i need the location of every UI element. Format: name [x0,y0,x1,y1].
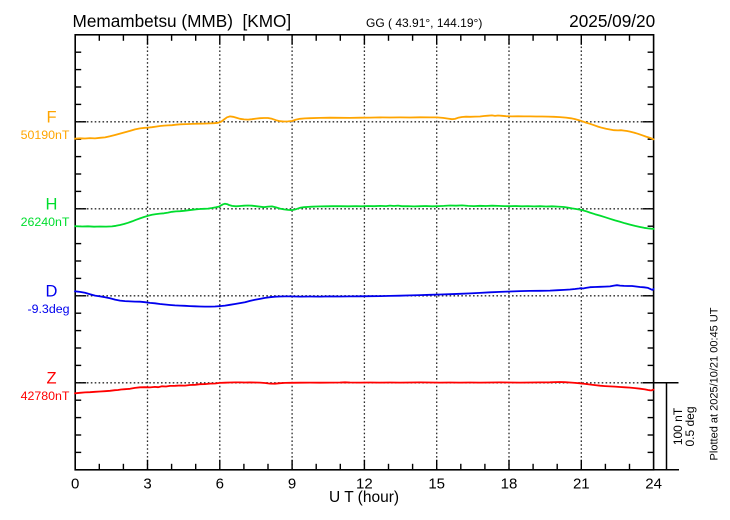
svg-text:24: 24 [645,476,662,493]
svg-text:15: 15 [428,476,445,493]
svg-text:Memambetsu (MMB) [KMO]: Memambetsu (MMB) [KMO] [73,11,292,31]
svg-text:21: 21 [573,476,590,493]
svg-text:42780nT: 42780nT [21,389,70,403]
svg-text:50190nT: 50190nT [21,128,70,142]
svg-text:H: H [46,195,58,213]
svg-text:-9.3deg: -9.3deg [27,302,69,316]
svg-text:100 nT: 100 nT [671,407,685,445]
svg-text:F: F [46,108,56,126]
svg-text:GG ( 43.91°, 144.19°): GG ( 43.91°, 144.19°) [366,16,482,30]
svg-text:Plotted at 2025/10/21 00:45 UT: Plotted at 2025/10/21 00:45 UT [709,307,721,460]
svg-text:Z: Z [46,369,56,387]
svg-text:6: 6 [216,476,224,493]
svg-text:3: 3 [143,476,151,493]
svg-text:2025/09/20: 2025/09/20 [569,11,655,31]
svg-text:9: 9 [288,476,296,493]
svg-text:0.5 deg: 0.5 deg [683,406,697,446]
svg-text:U T (hour): U T (hour) [329,489,399,506]
svg-text:18: 18 [501,476,518,493]
svg-text:26240nT: 26240nT [21,215,70,229]
svg-text:0: 0 [71,476,79,493]
svg-text:12: 12 [356,476,373,493]
svg-text:D: D [46,282,58,300]
